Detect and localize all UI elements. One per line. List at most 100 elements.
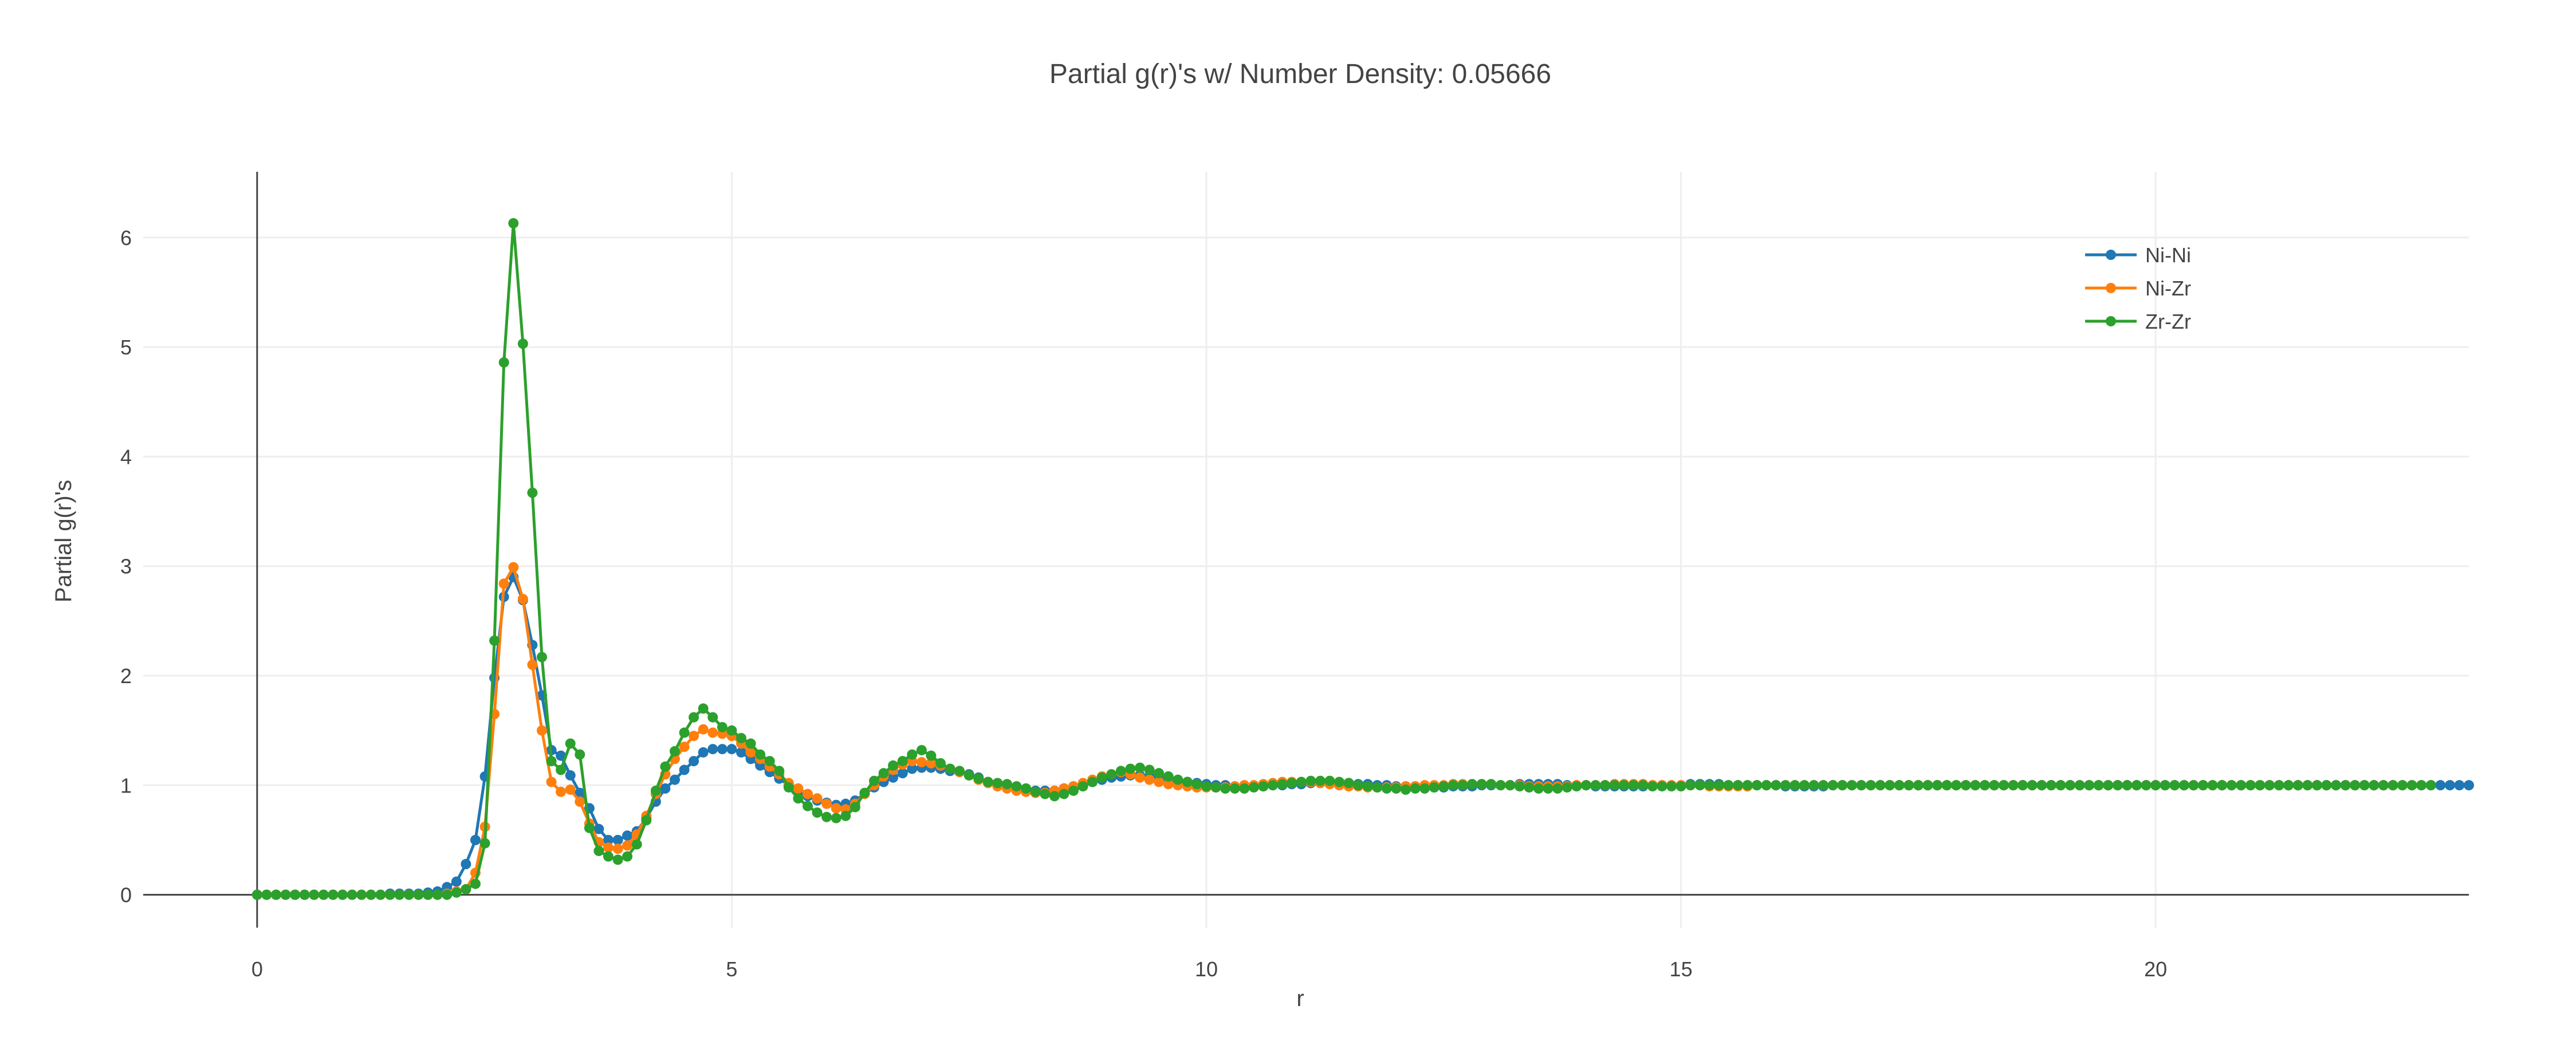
data-point[interactable] bbox=[726, 744, 737, 755]
data-point[interactable] bbox=[1467, 779, 1477, 790]
data-point[interactable] bbox=[2160, 780, 2170, 791]
data-point[interactable] bbox=[1343, 778, 1354, 788]
data-point[interactable] bbox=[1106, 769, 1117, 780]
data-point[interactable] bbox=[1391, 783, 1402, 794]
data-point[interactable] bbox=[517, 338, 528, 349]
data-point[interactable] bbox=[384, 889, 395, 900]
data-point[interactable] bbox=[271, 889, 281, 900]
data-point[interactable] bbox=[736, 747, 746, 758]
data-point[interactable] bbox=[2065, 780, 2075, 791]
data-point[interactable] bbox=[916, 757, 927, 768]
data-point[interactable] bbox=[2245, 780, 2256, 791]
data-point[interactable] bbox=[2397, 780, 2408, 791]
data-point[interactable] bbox=[888, 760, 899, 771]
data-point[interactable] bbox=[479, 838, 490, 849]
data-point[interactable] bbox=[1135, 762, 1145, 773]
data-point[interactable] bbox=[878, 768, 889, 779]
data-point[interactable] bbox=[2321, 780, 2332, 791]
data-point[interactable] bbox=[660, 761, 671, 772]
data-point[interactable] bbox=[992, 778, 1003, 788]
data-point[interactable] bbox=[812, 793, 823, 804]
data-point[interactable] bbox=[1315, 775, 1326, 786]
data-point[interactable] bbox=[1476, 779, 1487, 790]
data-point[interactable] bbox=[1268, 780, 1278, 791]
data-point[interactable] bbox=[1752, 780, 1763, 791]
data-point[interactable] bbox=[565, 738, 576, 749]
data-point[interactable] bbox=[1552, 783, 1563, 794]
data-point[interactable] bbox=[1951, 780, 1962, 791]
data-point[interactable] bbox=[1077, 781, 1088, 792]
data-point[interactable] bbox=[537, 652, 547, 663]
data-point[interactable] bbox=[1353, 780, 1364, 791]
data-point[interactable] bbox=[299, 889, 310, 900]
data-point[interactable] bbox=[565, 770, 576, 781]
data-point[interactable] bbox=[556, 750, 567, 761]
data-point[interactable] bbox=[1875, 780, 1886, 791]
data-point[interactable] bbox=[641, 815, 652, 826]
data-point[interactable] bbox=[707, 712, 718, 723]
data-point[interactable] bbox=[622, 830, 633, 841]
data-point[interactable] bbox=[612, 835, 623, 845]
data-point[interactable] bbox=[1505, 780, 1516, 791]
data-point[interactable] bbox=[565, 784, 576, 795]
data-point[interactable] bbox=[1248, 782, 1259, 793]
data-point[interactable] bbox=[869, 775, 879, 786]
data-point[interactable] bbox=[603, 851, 613, 862]
data-point[interactable] bbox=[1571, 781, 1582, 792]
data-point[interactable] bbox=[907, 763, 918, 774]
data-point[interactable] bbox=[859, 787, 870, 798]
data-point[interactable] bbox=[2369, 780, 2380, 791]
data-point[interactable] bbox=[612, 843, 623, 854]
data-point[interactable] bbox=[1362, 781, 1373, 792]
data-point[interactable] bbox=[793, 793, 804, 804]
data-point[interactable] bbox=[1429, 782, 1440, 793]
data-point[interactable] bbox=[1201, 781, 1212, 792]
data-point[interactable] bbox=[318, 889, 329, 900]
data-point[interactable] bbox=[1704, 780, 1715, 791]
data-point[interactable] bbox=[527, 487, 538, 498]
data-point[interactable] bbox=[1486, 779, 1497, 790]
data-point[interactable] bbox=[375, 889, 386, 900]
data-point[interactable] bbox=[1941, 780, 1952, 791]
data-point[interactable] bbox=[1543, 783, 1554, 794]
data-point[interactable] bbox=[2131, 780, 2142, 791]
data-point[interactable] bbox=[556, 764, 567, 775]
data-point[interactable] bbox=[973, 773, 984, 784]
data-point[interactable] bbox=[593, 846, 604, 857]
data-point[interactable] bbox=[1771, 780, 1781, 791]
data-point[interactable] bbox=[1125, 763, 1136, 774]
data-point[interactable] bbox=[2036, 780, 2047, 791]
data-point[interactable] bbox=[622, 840, 633, 851]
data-point[interactable] bbox=[897, 768, 908, 779]
data-point[interactable] bbox=[2264, 780, 2275, 791]
data-point[interactable] bbox=[783, 782, 794, 793]
data-point[interactable] bbox=[2331, 780, 2341, 791]
data-point[interactable] bbox=[575, 749, 585, 760]
data-point[interactable] bbox=[935, 758, 946, 768]
data-point[interactable] bbox=[347, 889, 357, 900]
data-point[interactable] bbox=[1457, 780, 1468, 791]
data-point[interactable] bbox=[2198, 780, 2208, 791]
data-point[interactable] bbox=[517, 594, 528, 605]
data-point[interactable] bbox=[1144, 774, 1155, 785]
data-point[interactable] bbox=[831, 803, 841, 814]
data-point[interactable] bbox=[1676, 781, 1686, 792]
data-point[interactable] bbox=[461, 884, 471, 894]
data-point[interactable] bbox=[461, 859, 471, 869]
legend-item[interactable]: Ni-Ni bbox=[2085, 243, 2191, 267]
data-point[interactable] bbox=[803, 801, 813, 811]
data-point[interactable] bbox=[793, 783, 804, 794]
data-point[interactable] bbox=[689, 731, 699, 742]
data-point[interactable] bbox=[1562, 782, 1572, 793]
data-point[interactable] bbox=[1780, 780, 1791, 791]
data-point[interactable] bbox=[1932, 780, 1942, 791]
data-point[interactable] bbox=[556, 786, 567, 797]
data-point[interactable] bbox=[261, 889, 272, 900]
data-point[interactable] bbox=[2444, 780, 2455, 791]
data-point[interactable] bbox=[650, 785, 661, 796]
data-point[interactable] bbox=[1989, 780, 2000, 791]
data-point[interactable] bbox=[1723, 780, 1734, 791]
data-point[interactable] bbox=[2416, 780, 2427, 791]
data-point[interactable] bbox=[679, 764, 690, 775]
data-point[interactable] bbox=[631, 839, 642, 850]
